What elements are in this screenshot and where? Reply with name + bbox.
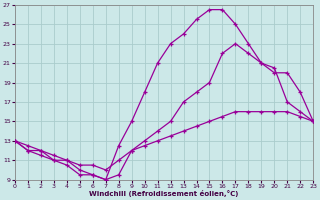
X-axis label: Windchill (Refroidissement éolien,°C): Windchill (Refroidissement éolien,°C) [89, 190, 239, 197]
